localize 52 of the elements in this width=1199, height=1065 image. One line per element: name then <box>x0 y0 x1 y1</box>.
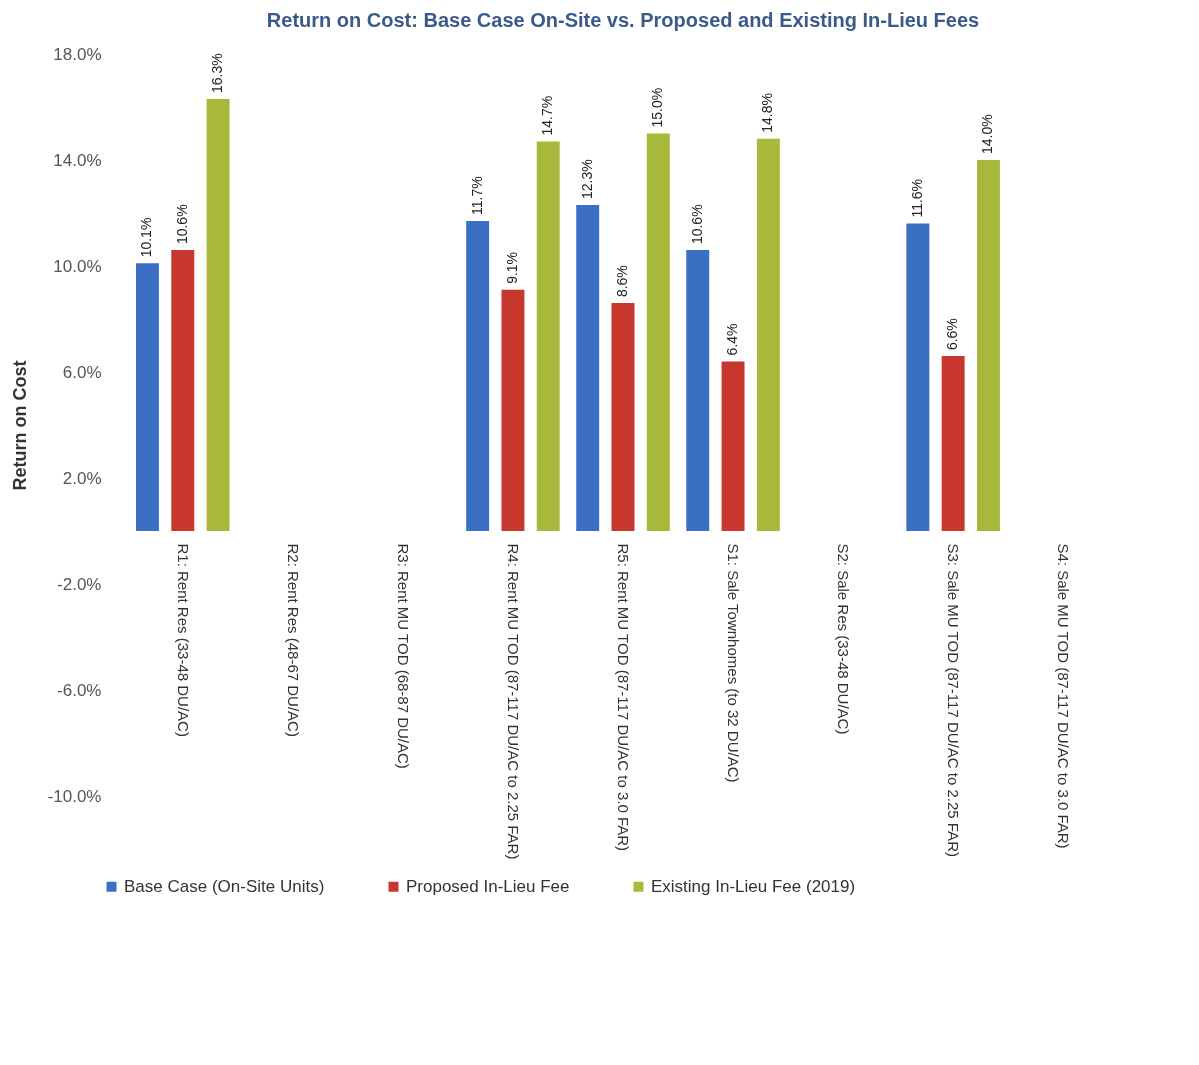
data-label: 16.3% <box>209 53 226 94</box>
data-label: 14.8% <box>759 93 776 133</box>
bar <box>171 250 195 531</box>
x-tick-label: R4: Rent MU TOD (87-117 DU/AC to 2.25 FAR) <box>504 543 522 860</box>
data-label: 12.3% <box>578 159 595 200</box>
y-axis-title: Return on Cost <box>9 360 30 491</box>
legend-label: Base Case (On-Site Units) <box>124 876 325 896</box>
bar <box>466 220 490 531</box>
data-label: 6.4% <box>724 323 741 356</box>
bar <box>136 263 159 531</box>
bar <box>536 141 560 531</box>
x-tick-label: R5: Rent MU TOD (87-117 DU/AC to 3.0 FAR) <box>615 543 632 852</box>
y-tick-label: 2.0% <box>62 468 102 488</box>
x-tick-label: S1: Sale Townhomes (to 32 DU/AC) <box>725 543 743 783</box>
bar <box>906 223 930 531</box>
data-label: 11.6% <box>908 178 925 218</box>
x-tick-label: R3: Rent MU TOD (68-87 DU/AC) <box>394 543 412 769</box>
x-tick-label: R1: Rent Res (33-48 DU/AC) <box>174 543 192 737</box>
x-tick-label: R2: Rent Res (48-67 DU/AC) <box>284 543 302 737</box>
data-label: 14.7% <box>539 95 556 136</box>
data-label: 8.6% <box>614 265 630 298</box>
bar <box>686 250 710 531</box>
data-label: 14.0% <box>979 114 996 154</box>
bar <box>976 160 1000 531</box>
y-tick-label: 18.0% <box>53 44 102 64</box>
y-tick-label: 14.0% <box>53 150 102 170</box>
data-label: 10.6% <box>688 204 705 245</box>
data-label: 10.6% <box>173 204 190 245</box>
y-tick-label: -6.0% <box>57 680 102 700</box>
legend-label: Existing In-Lieu Fee (2019) <box>651 876 856 896</box>
bar <box>646 133 670 531</box>
x-tick-label: S2: Sale Res (33-48 DU/AC) <box>835 543 853 735</box>
bar <box>756 138 780 531</box>
y-tick-label: -10.0% <box>47 786 102 806</box>
bar <box>501 289 525 531</box>
bar <box>611 303 635 531</box>
bar <box>206 99 230 531</box>
chart-title: Return on Cost: Base Case On-Site vs. Proposed and Existing In-Lieu Fees <box>266 9 980 31</box>
bar <box>941 356 965 531</box>
data-label: 9.1% <box>503 251 520 284</box>
data-label: 15.0% <box>649 87 666 128</box>
data-label: 10.1% <box>138 217 155 258</box>
data-label: 6.6% <box>944 318 961 351</box>
y-tick-label: 10.0% <box>53 256 102 276</box>
x-tick-label: S4: Sale MU TOD (87-117 DU/AC to 3.0 FAR) <box>1055 543 1073 849</box>
bar <box>576 205 600 531</box>
bar <box>721 361 745 531</box>
x-tick-label: S3: Sale MU TOD (87-117 DU/AC to 2.25 FAR) <box>945 543 963 857</box>
y-tick-label: 6.0% <box>62 362 102 382</box>
legend-label: Proposed In-Lieu Fee <box>406 876 570 896</box>
data-label: 11.7% <box>468 176 485 215</box>
y-tick-label: -2.0% <box>57 574 102 594</box>
